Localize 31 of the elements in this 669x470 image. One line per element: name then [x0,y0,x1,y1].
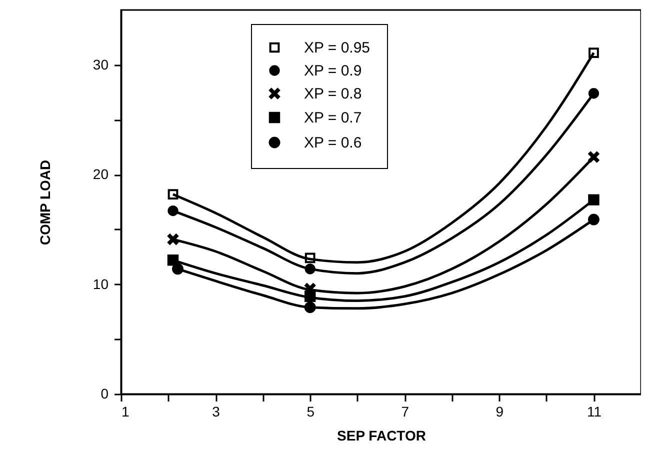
y-axis-title: COMP LOAD [36,160,53,246]
legend-label: XP = 0.9 [304,62,362,80]
x-tick-label: 5 [306,404,315,420]
x-tick-label: 1 [122,404,130,420]
y-tick-label: 10 [92,276,109,292]
point [588,194,600,206]
legend-label: XP = 0.7 [304,110,362,126]
point [168,205,178,216]
x-axis-title: SEP FACTOR [337,428,426,444]
point [588,152,600,162]
legend-label: XP = 0.95 [304,40,370,56]
x-tick-label: 9 [496,404,504,420]
point [588,48,599,58]
y-tick-label: 20 [92,166,109,182]
point [304,252,316,264]
x-tick-label: 3 [212,404,220,420]
y-tick-label: 0 [100,386,109,402]
x-tick-label: 11 [586,404,602,420]
point [588,88,600,99]
point [168,189,178,200]
y-tick-label: 30 [92,56,109,72]
x-tick-label: 7 [401,404,410,420]
legend-label: XP = 0.8 [304,86,362,102]
point [588,214,600,226]
point [304,290,316,302]
point [172,263,184,275]
point [304,264,316,274]
point [168,234,178,245]
point [304,302,316,314]
point [167,254,179,266]
legend-label: XP = 0.6 [304,134,362,152]
